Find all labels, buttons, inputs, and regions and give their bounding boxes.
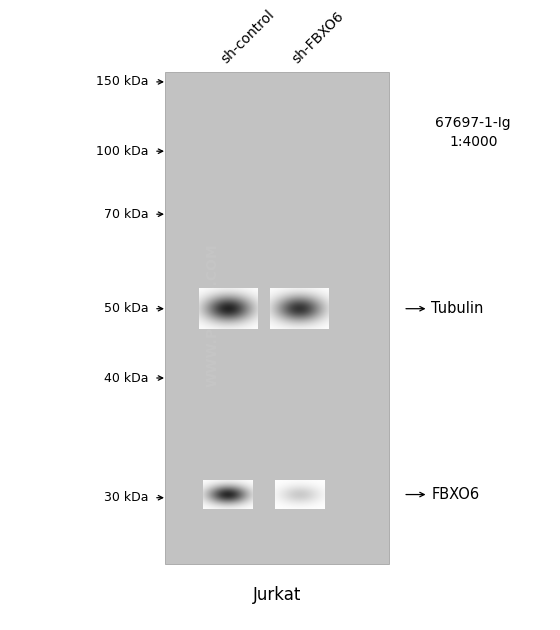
Text: 30 kDa: 30 kDa [104,491,148,504]
Text: Jurkat: Jurkat [253,587,301,604]
Text: sh-control: sh-control [218,8,277,66]
Text: sh-FBXO6: sh-FBXO6 [290,9,347,66]
Text: 67697-1-Ig
1:4000: 67697-1-Ig 1:4000 [435,115,511,149]
Bar [165,72,389,564]
Text: 70 kDa: 70 kDa [104,208,148,220]
Text: Tubulin: Tubulin [431,301,484,316]
Text: WWW.PTGAB.COM: WWW.PTGAB.COM [206,243,220,387]
Text: 100 kDa: 100 kDa [96,145,148,158]
Text: 50 kDa: 50 kDa [104,302,148,315]
Text: 40 kDa: 40 kDa [104,372,148,384]
Text: 150 kDa: 150 kDa [96,76,148,88]
Text: FBXO6: FBXO6 [431,487,479,502]
